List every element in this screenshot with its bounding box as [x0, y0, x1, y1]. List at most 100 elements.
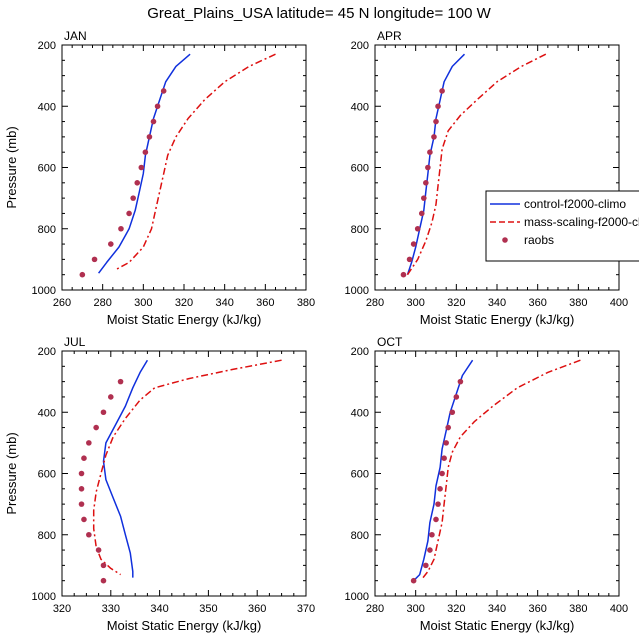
raobs-point — [78, 486, 85, 492]
y-tick-label: 600 — [38, 163, 56, 175]
raobs-point — [418, 210, 425, 217]
control-series-line — [406, 53, 466, 275]
raobs-point — [443, 440, 449, 446]
series-group — [410, 359, 581, 584]
x-tick-label: 360 — [248, 603, 266, 615]
legend-label: raobs — [524, 233, 554, 247]
raobs-point — [100, 409, 107, 416]
y-tick-label: 800 — [38, 224, 56, 236]
y-tick-label: 1000 — [345, 285, 369, 297]
raobs-point — [410, 241, 417, 247]
raobs-point — [439, 470, 445, 477]
raobs-point — [108, 241, 114, 247]
raobs-point — [425, 164, 431, 171]
raobs-point — [435, 501, 441, 507]
raobs-point — [117, 378, 124, 385]
x-tick-label: 380 — [569, 603, 587, 615]
y-tick-label: 1000 — [32, 591, 56, 603]
mass-series-line — [421, 359, 581, 580]
raobs-point — [146, 134, 153, 140]
mass-series-line — [92, 359, 282, 576]
raobs-point — [134, 180, 141, 186]
raobs-point — [81, 516, 87, 523]
raobs-point — [433, 516, 439, 523]
y-tick-label: 200 — [38, 40, 56, 52]
raobs-point — [433, 118, 439, 125]
raobs-point — [427, 149, 433, 155]
panel-oct: 280 300 320 340 360 380 400 200 400 600 800 1000 OCT… — [345, 335, 629, 633]
y-tick-label: 200 — [351, 346, 369, 358]
raobs-point — [449, 409, 456, 416]
panel-title: OCT — [377, 335, 403, 349]
raobs-point — [78, 501, 85, 507]
raobs-point — [150, 118, 157, 125]
raobs-point — [100, 562, 107, 569]
raobs-point — [160, 88, 167, 94]
raobs-point — [79, 271, 86, 278]
y-tick-label: 400 — [38, 101, 56, 113]
x-tick-label: 350 — [199, 603, 217, 615]
control-series-line — [102, 359, 149, 578]
x-tick-label: 400 — [610, 603, 628, 615]
x-axis-label: Moist Static Energy (kJ/kg) — [107, 312, 262, 327]
x-tick-label: 360 — [528, 297, 546, 309]
legend-label: mass-scaling-f2000-climo — [524, 215, 639, 229]
panel-title: APR — [377, 29, 402, 43]
raobs-point — [427, 547, 433, 553]
y-tick-label: 600 — [351, 163, 369, 175]
x-tick-label: 380 — [297, 297, 315, 309]
legend-box — [485, 190, 639, 262]
y-tick-label: 200 — [38, 346, 56, 358]
control-series-line — [413, 359, 474, 582]
raobs-point — [406, 256, 413, 263]
raobs-point — [421, 195, 427, 201]
x-tick-label: 370 — [297, 603, 315, 615]
raobs-point — [453, 394, 460, 400]
raobs-point — [118, 225, 124, 232]
raobs-point — [78, 470, 85, 477]
plot-frame — [61, 44, 307, 291]
x-tick-label: 320 — [175, 297, 193, 309]
panel-jul: 320 330 340 350 360 370 200 400 600 800 1000 JUL Moi… — [4, 335, 315, 633]
raobs-point — [441, 455, 447, 461]
panel-jan: 260 280 300 320 340 360 380 200 400 600 800 1000 JAN… — [4, 29, 315, 327]
panel-title: JUL — [64, 335, 86, 349]
raobs-point — [95, 547, 102, 553]
raobs-point — [431, 134, 437, 140]
y-tick-label: 1000 — [32, 285, 56, 297]
raobs-point — [423, 562, 429, 569]
x-tick-label: 320 — [447, 297, 465, 309]
x-tick-label: 400 — [610, 297, 628, 309]
x-axis-label: Moist Static Energy (kJ/kg) — [420, 618, 575, 633]
y-tick-label: 600 — [38, 469, 56, 481]
legend: control-f2000-climo mass-scaling-f2000-cl… — [485, 190, 639, 262]
y-tick-label: 400 — [351, 101, 369, 113]
x-tick-label: 320 — [53, 603, 71, 615]
control-series-line — [97, 53, 191, 274]
raobs-point — [410, 577, 417, 584]
y-axis-label: Pressure (mb) — [4, 432, 19, 514]
x-tick-label: 300 — [406, 603, 424, 615]
x-tick-label: 260 — [53, 297, 71, 309]
legend-marker — [502, 237, 508, 243]
raobs-point — [400, 271, 407, 278]
raobs-point — [423, 180, 429, 186]
x-axis-label: Moist Static Energy (kJ/kg) — [420, 312, 575, 327]
y-tick-label: 400 — [351, 407, 369, 419]
raobs-point — [142, 149, 149, 155]
x-tick-label: 340 — [488, 297, 506, 309]
series-group — [400, 53, 547, 278]
raobs-point — [414, 225, 421, 232]
raobs-point — [130, 195, 136, 201]
x-tick-label: 300 — [134, 297, 152, 309]
raobs-point — [81, 455, 87, 461]
y-tick-label: 800 — [38, 530, 56, 542]
x-tick-label: 330 — [102, 603, 120, 615]
x-tick-label: 360 — [528, 603, 546, 615]
x-tick-label: 340 — [150, 603, 168, 615]
raobs-point — [93, 424, 99, 431]
raobs-point — [86, 531, 92, 538]
y-tick-label: 600 — [351, 469, 369, 481]
x-axis-label: Moist Static Energy (kJ/kg) — [107, 618, 262, 633]
x-tick-label: 320 — [447, 603, 465, 615]
